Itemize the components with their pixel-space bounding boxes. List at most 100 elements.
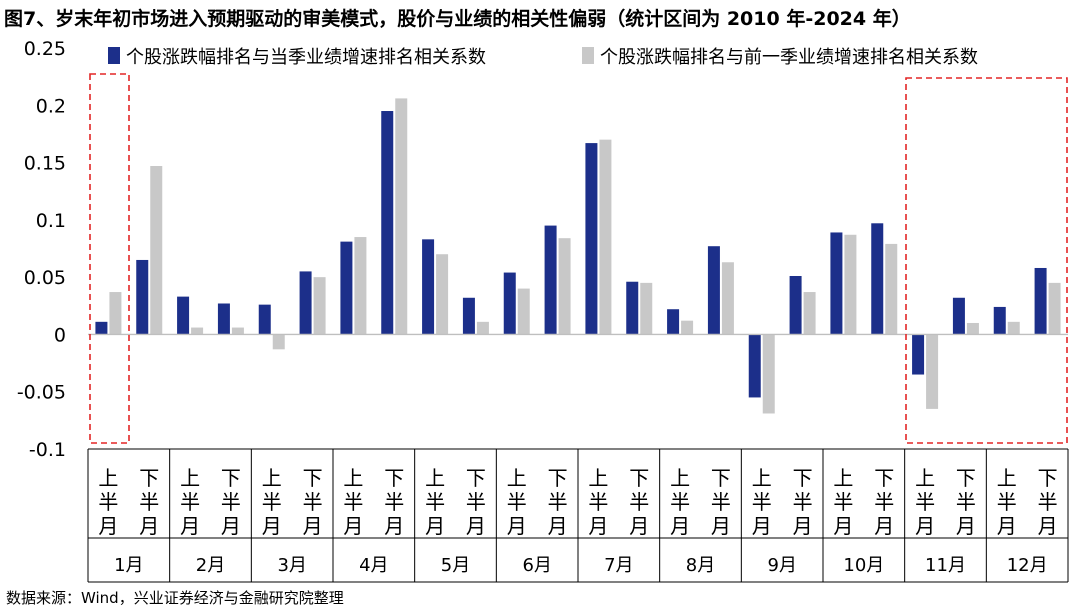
- x-tick-label: 下半月: [629, 466, 649, 538]
- bar-current: [381, 111, 394, 335]
- bar-current: [503, 272, 516, 335]
- month-label: 6月: [522, 555, 551, 576]
- month-label: 1月: [114, 555, 143, 576]
- y-tick-label: 0.15: [24, 153, 66, 175]
- legend-swatch-previous: [582, 47, 594, 64]
- x-tick-label: 下半月: [1038, 466, 1058, 538]
- x-tick-label: 上半月: [915, 466, 935, 538]
- bar-previous: [313, 277, 326, 335]
- bar-previous: [885, 243, 898, 335]
- bar-current: [667, 309, 680, 335]
- x-tick-label: 下半月: [139, 466, 159, 538]
- x-tick-label: 上半月: [588, 466, 608, 538]
- highlight-box-january: [89, 73, 130, 444]
- x-tick-label: 下半月: [793, 466, 813, 538]
- x-tick-label: 下半月: [711, 466, 731, 538]
- bar-previous: [558, 238, 571, 335]
- x-tick-label: 上半月: [98, 466, 118, 538]
- bar-current: [707, 246, 720, 335]
- bar-current: [993, 306, 1006, 335]
- y-tick-label: 0.1: [36, 210, 66, 232]
- bar-previous: [681, 320, 694, 335]
- bar-current: [95, 321, 108, 335]
- bar-previous: [599, 139, 612, 335]
- y-tick-label: -0.05: [17, 382, 66, 404]
- x-tick-label: 下半月: [956, 466, 976, 538]
- bar-current: [258, 304, 271, 335]
- bar-previous: [476, 321, 489, 335]
- bar-previous: [966, 322, 979, 335]
- bar-previous: [272, 334, 285, 350]
- bar-current: [830, 232, 843, 335]
- legend-label-previous: 个股涨跌幅排名与前一季业绩增速排名相关系数: [600, 47, 978, 68]
- month-label: 4月: [359, 555, 388, 576]
- x-tick-label: 下半月: [874, 466, 894, 538]
- bar-previous: [231, 327, 244, 335]
- bar-current: [462, 297, 475, 335]
- month-label: 5月: [441, 555, 470, 576]
- month-label: 11月: [925, 555, 966, 576]
- month-label: 8月: [686, 555, 715, 576]
- x-tick-label: 上半月: [752, 466, 772, 538]
- bar-previous: [926, 334, 939, 409]
- bar-current: [912, 334, 925, 375]
- bar-current: [544, 225, 557, 335]
- x-tick-label: 上半月: [262, 466, 282, 538]
- bar-current: [952, 297, 965, 335]
- bar-previous: [1007, 321, 1020, 335]
- bar-previous: [803, 292, 816, 335]
- bar-previous: [1048, 282, 1061, 335]
- legend-swatch-current: [108, 47, 120, 64]
- month-label: 3月: [277, 555, 306, 576]
- bar-previous: [640, 282, 653, 335]
- bar-current: [871, 223, 884, 335]
- y-tick-label: 0: [54, 324, 66, 346]
- bar-current: [299, 271, 312, 335]
- x-tick-label: 下半月: [384, 466, 404, 538]
- bar-current: [177, 296, 190, 335]
- bar-current: [217, 303, 230, 335]
- bar-previous: [150, 166, 163, 335]
- bar-previous: [354, 237, 367, 335]
- x-tick-label: 上半月: [997, 466, 1017, 538]
- y-tick-label: 0.05: [24, 267, 66, 289]
- bar-current: [748, 334, 761, 398]
- month-label: 10月: [843, 555, 884, 576]
- y-tick-label: -0.1: [29, 439, 66, 461]
- x-tick-label: 下半月: [221, 466, 241, 538]
- bar-current: [789, 275, 802, 335]
- bar-previous: [517, 288, 530, 335]
- bar-current: [626, 281, 639, 335]
- bar-current: [585, 143, 598, 335]
- bar-previous: [762, 334, 775, 414]
- month-label: 12月: [1007, 555, 1048, 576]
- bar-current: [1034, 267, 1047, 335]
- month-label: 9月: [767, 555, 796, 576]
- bar-previous: [191, 327, 204, 335]
- bar-previous: [395, 98, 408, 335]
- chart-title: 图7、岁末年初市场进入预期驱动的审美模式，股价与业绩的相关性偏弱（统计区间为 2…: [4, 8, 911, 30]
- highlight-box-november-december: [905, 77, 1068, 444]
- month-label: 7月: [604, 555, 633, 576]
- source-note: 数据来源：Wind，兴业证券经济与金融研究院整理: [6, 589, 344, 607]
- bar-current: [340, 241, 353, 335]
- bar-previous: [109, 292, 122, 335]
- x-tick-label: 下半月: [548, 466, 568, 538]
- legend-label-current: 个股涨跌幅排名与当季业绩增速排名相关系数: [126, 47, 486, 68]
- x-tick-label: 上半月: [180, 466, 200, 538]
- bar-current: [136, 259, 149, 335]
- bar-previous: [721, 262, 734, 335]
- x-tick-label: 上半月: [425, 466, 445, 538]
- y-tick-label: 0.25: [24, 38, 66, 60]
- bar-previous: [436, 254, 449, 335]
- x-tick-label: 上半月: [833, 466, 853, 538]
- x-tick-label: 上半月: [507, 466, 527, 538]
- y-tick-label: 0.2: [36, 95, 66, 117]
- x-tick-label: 上半月: [343, 466, 363, 538]
- x-tick-label: 上半月: [670, 466, 690, 538]
- x-tick-label: 下半月: [303, 466, 323, 538]
- bar-previous: [844, 234, 857, 335]
- month-label: 2月: [196, 555, 225, 576]
